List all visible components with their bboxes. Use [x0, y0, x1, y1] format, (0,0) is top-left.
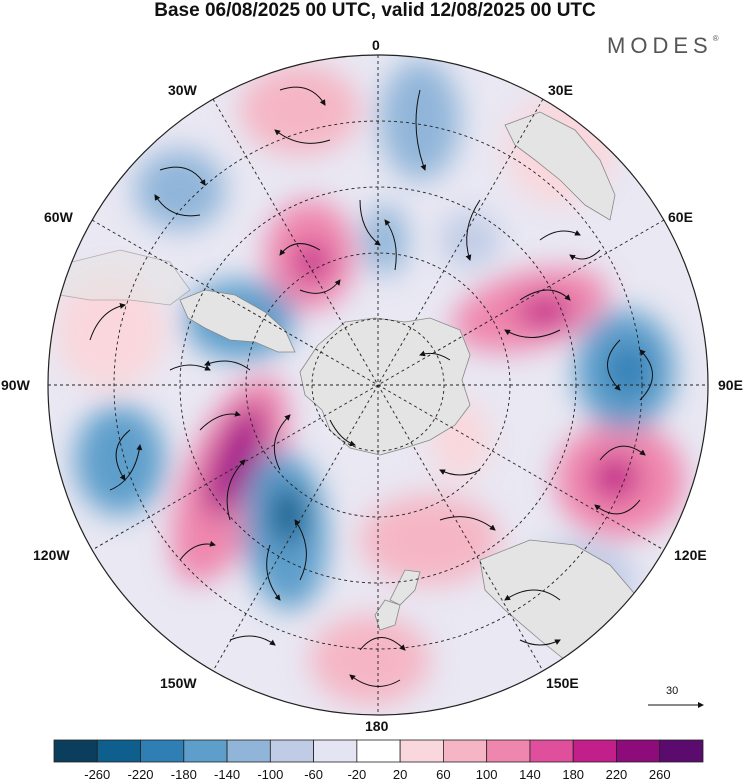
- colorbar-tick-label: 140: [519, 767, 541, 782]
- colorbar-swatch: [572, 739, 617, 763]
- colorbar-tick-label: -260: [84, 767, 111, 782]
- colorbar-swatch: [399, 739, 444, 763]
- low-anomaly-core: [270, 485, 306, 545]
- colorbar: [53, 739, 704, 763]
- map-title: Base 06/08/2025 00 UTC, valid 12/08/2025…: [154, 0, 596, 21]
- colorbar-tick-label: 180: [562, 767, 585, 782]
- lon-label-90e: 90E: [718, 377, 743, 393]
- new-zealand-south: [374, 599, 401, 631]
- colorbar-tick-label: -180: [170, 767, 197, 782]
- colorbar-swatch: [313, 739, 358, 763]
- low-anomaly: [135, 150, 225, 230]
- low-anomaly-core: [606, 344, 650, 396]
- lon-label-120w: 120W: [33, 547, 70, 563]
- colorbar-swatch: [529, 739, 574, 763]
- low-anomaly: [363, 205, 407, 275]
- brand-name: MODES: [607, 33, 713, 58]
- high-anomaly-core: [591, 456, 639, 500]
- antarctica: [299, 317, 471, 456]
- colorbar-swatch: [442, 739, 488, 763]
- lon-label-150e: 150E: [546, 675, 579, 691]
- modes-logo: MODES®: [607, 33, 719, 59]
- lon-label-180: 180: [365, 718, 389, 734]
- colorbar-swatch: [53, 739, 98, 763]
- lon-label-60w: 60W: [44, 209, 73, 225]
- africa-south: [504, 111, 616, 221]
- colorbar-tick-label: 220: [605, 767, 628, 782]
- lon-label-90w: 90W: [1, 377, 30, 393]
- colorbar-swatch: [616, 739, 661, 763]
- south-america: [59, 249, 191, 306]
- colorbar-swatch: [226, 739, 271, 763]
- anomaly-field: [55, 60, 685, 705]
- high-anomaly-core: [517, 296, 573, 328]
- south-america-tip: [179, 289, 296, 353]
- brand-mark: ®: [712, 33, 719, 43]
- low-anomaly: [440, 212, 500, 268]
- colorbar-tick-label: 100: [475, 767, 498, 782]
- high-anomaly: [240, 65, 360, 155]
- colorbar-tick-label: 20: [392, 767, 408, 782]
- high-anomaly-core: [294, 242, 330, 282]
- reference-vector-label: 30: [666, 685, 679, 697]
- colorbar-tick-label: 60: [436, 767, 451, 782]
- colorbar-swatch: [659, 739, 704, 763]
- map-boundary: [47, 54, 709, 716]
- colorbar-swatch: [269, 739, 315, 763]
- high-anomaly: [310, 615, 430, 705]
- colorbar-swatch: [140, 739, 185, 763]
- lon-label-30e: 30E: [548, 82, 573, 98]
- colorbar-swatch: [96, 739, 141, 763]
- new-zealand-north: [389, 569, 421, 606]
- high-anomaly: [360, 495, 500, 585]
- colorbar-tick-label: -20: [347, 767, 367, 782]
- colorbar-tick-label: -220: [127, 767, 154, 782]
- lon-label-150w: 150W: [160, 675, 197, 691]
- colorbar-tick-label: -140: [214, 767, 241, 782]
- lon-label-120e: 120E: [674, 547, 707, 563]
- colorbar-swatch: [486, 739, 531, 763]
- lon-label-60e: 60E: [668, 209, 693, 225]
- low-anomaly: [75, 405, 165, 515]
- colorbar-swatch: [183, 739, 228, 763]
- colorbar-tick-label: 260: [648, 767, 671, 782]
- lon-label-0: 0: [372, 37, 380, 53]
- wind-vectors: [89, 86, 653, 687]
- colorbar-tick-label: -100: [257, 767, 284, 782]
- graticule: [48, 55, 708, 715]
- high-anomaly-core: [204, 403, 266, 517]
- low-anomaly: [380, 60, 460, 180]
- colorbar-tick-label: -60: [304, 767, 323, 782]
- colorbar-swatch: [356, 739, 401, 763]
- lon-label-30w: 30W: [168, 82, 197, 98]
